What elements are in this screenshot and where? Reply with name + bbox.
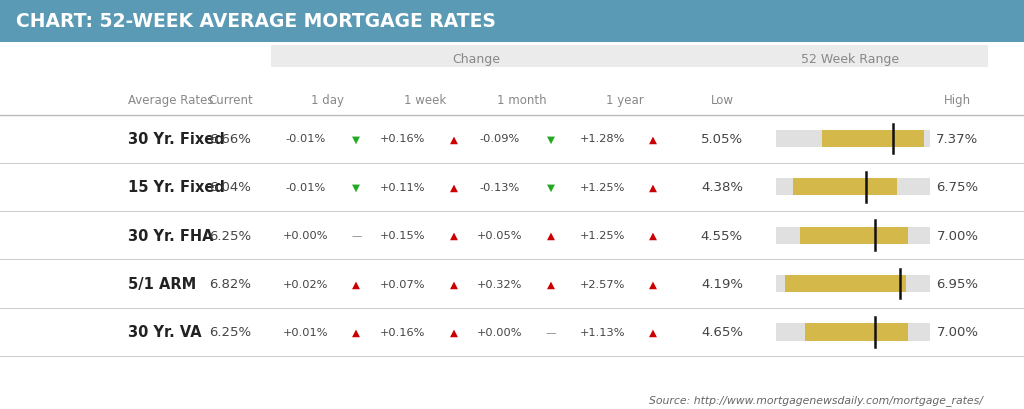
Text: High: High xyxy=(944,94,971,107)
Text: 7.00%: 7.00% xyxy=(936,326,979,339)
Text: —: — xyxy=(546,327,556,337)
Text: CHART: 52-WEEK AVERAGE MORTGAGE RATES: CHART: 52-WEEK AVERAGE MORTGAGE RATES xyxy=(16,12,497,31)
Text: +2.57%: +2.57% xyxy=(580,279,625,289)
Text: +0.00%: +0.00% xyxy=(477,327,522,337)
Text: 5.05%: 5.05% xyxy=(700,133,743,146)
Text: 1 day: 1 day xyxy=(311,94,344,107)
Text: 6.82%: 6.82% xyxy=(209,277,252,290)
Text: 6.25%: 6.25% xyxy=(209,326,252,339)
FancyBboxPatch shape xyxy=(0,0,1024,43)
Text: Low: Low xyxy=(711,94,733,107)
Text: 6.75%: 6.75% xyxy=(936,181,979,194)
Text: 30 Yr. FHA: 30 Yr. FHA xyxy=(128,228,213,243)
Text: -0.09%: -0.09% xyxy=(479,134,520,144)
FancyBboxPatch shape xyxy=(784,275,905,292)
Text: —: — xyxy=(351,231,361,240)
Text: 1 month: 1 month xyxy=(498,94,547,107)
Text: +0.11%: +0.11% xyxy=(380,182,425,192)
Text: +0.02%: +0.02% xyxy=(283,279,328,289)
Text: +1.28%: +1.28% xyxy=(580,134,625,144)
FancyBboxPatch shape xyxy=(793,179,897,196)
Text: Source: http://www.mortgagenewsdaily.com/mortgage_rates/: Source: http://www.mortgagenewsdaily.com… xyxy=(649,395,983,405)
Text: ▼: ▼ xyxy=(547,134,555,144)
Text: 1 year: 1 year xyxy=(606,94,643,107)
FancyBboxPatch shape xyxy=(822,130,924,148)
Text: 6.66%: 6.66% xyxy=(210,133,251,146)
Text: Average Rates: Average Rates xyxy=(128,94,213,107)
FancyBboxPatch shape xyxy=(805,324,908,341)
Text: +0.01%: +0.01% xyxy=(283,327,328,337)
Text: ▲: ▲ xyxy=(547,279,555,289)
Text: ▲: ▲ xyxy=(649,182,657,192)
Text: +1.25%: +1.25% xyxy=(580,231,625,240)
Text: 30 Yr. VA: 30 Yr. VA xyxy=(128,325,202,339)
Text: -0.01%: -0.01% xyxy=(285,134,326,144)
Text: 5/1 ARM: 5/1 ARM xyxy=(128,276,197,291)
Text: ▼: ▼ xyxy=(352,182,360,192)
Text: ▲: ▲ xyxy=(649,327,657,337)
Text: +0.00%: +0.00% xyxy=(283,231,328,240)
Text: -0.01%: -0.01% xyxy=(285,182,326,192)
Text: +0.05%: +0.05% xyxy=(477,231,522,240)
Text: +0.07%: +0.07% xyxy=(380,279,425,289)
Text: +0.32%: +0.32% xyxy=(477,279,522,289)
Text: ▲: ▲ xyxy=(649,134,657,144)
Text: 30 Yr. Fixed: 30 Yr. Fixed xyxy=(128,132,224,146)
Text: ▼: ▼ xyxy=(352,134,360,144)
Text: ▲: ▲ xyxy=(352,327,360,337)
Text: -0.13%: -0.13% xyxy=(479,182,520,192)
Text: 15 Yr. Fixed: 15 Yr. Fixed xyxy=(128,180,225,195)
Text: 7.37%: 7.37% xyxy=(936,133,979,146)
FancyBboxPatch shape xyxy=(801,227,908,244)
Text: +1.13%: +1.13% xyxy=(580,327,625,337)
FancyBboxPatch shape xyxy=(776,324,930,341)
Text: 6.25%: 6.25% xyxy=(209,229,252,242)
Text: ▲: ▲ xyxy=(450,279,458,289)
Text: +0.15%: +0.15% xyxy=(380,231,425,240)
Text: ▲: ▲ xyxy=(450,327,458,337)
Text: ▼: ▼ xyxy=(547,182,555,192)
Text: 4.19%: 4.19% xyxy=(700,277,743,290)
Text: ▲: ▲ xyxy=(352,279,360,289)
Text: 6.95%: 6.95% xyxy=(936,277,979,290)
Text: 7.00%: 7.00% xyxy=(936,229,979,242)
Text: 1 week: 1 week xyxy=(403,94,446,107)
Text: +0.16%: +0.16% xyxy=(380,134,425,144)
Text: ▲: ▲ xyxy=(450,182,458,192)
Text: ▲: ▲ xyxy=(450,231,458,240)
FancyBboxPatch shape xyxy=(271,46,988,68)
Text: 52 Week Range: 52 Week Range xyxy=(801,53,899,66)
Text: +0.16%: +0.16% xyxy=(380,327,425,337)
FancyBboxPatch shape xyxy=(776,130,930,148)
FancyBboxPatch shape xyxy=(776,227,930,244)
Text: 4.38%: 4.38% xyxy=(700,181,743,194)
Text: Change: Change xyxy=(453,53,500,66)
Text: ▲: ▲ xyxy=(547,231,555,240)
Text: 4.55%: 4.55% xyxy=(700,229,743,242)
Text: ▲: ▲ xyxy=(649,231,657,240)
Text: 4.65%: 4.65% xyxy=(700,326,743,339)
Text: Current: Current xyxy=(208,94,253,107)
Text: 6.04%: 6.04% xyxy=(210,181,251,194)
Text: ▲: ▲ xyxy=(649,279,657,289)
Text: +1.25%: +1.25% xyxy=(580,182,625,192)
FancyBboxPatch shape xyxy=(776,275,930,292)
FancyBboxPatch shape xyxy=(776,179,930,196)
Text: ▲: ▲ xyxy=(450,134,458,144)
